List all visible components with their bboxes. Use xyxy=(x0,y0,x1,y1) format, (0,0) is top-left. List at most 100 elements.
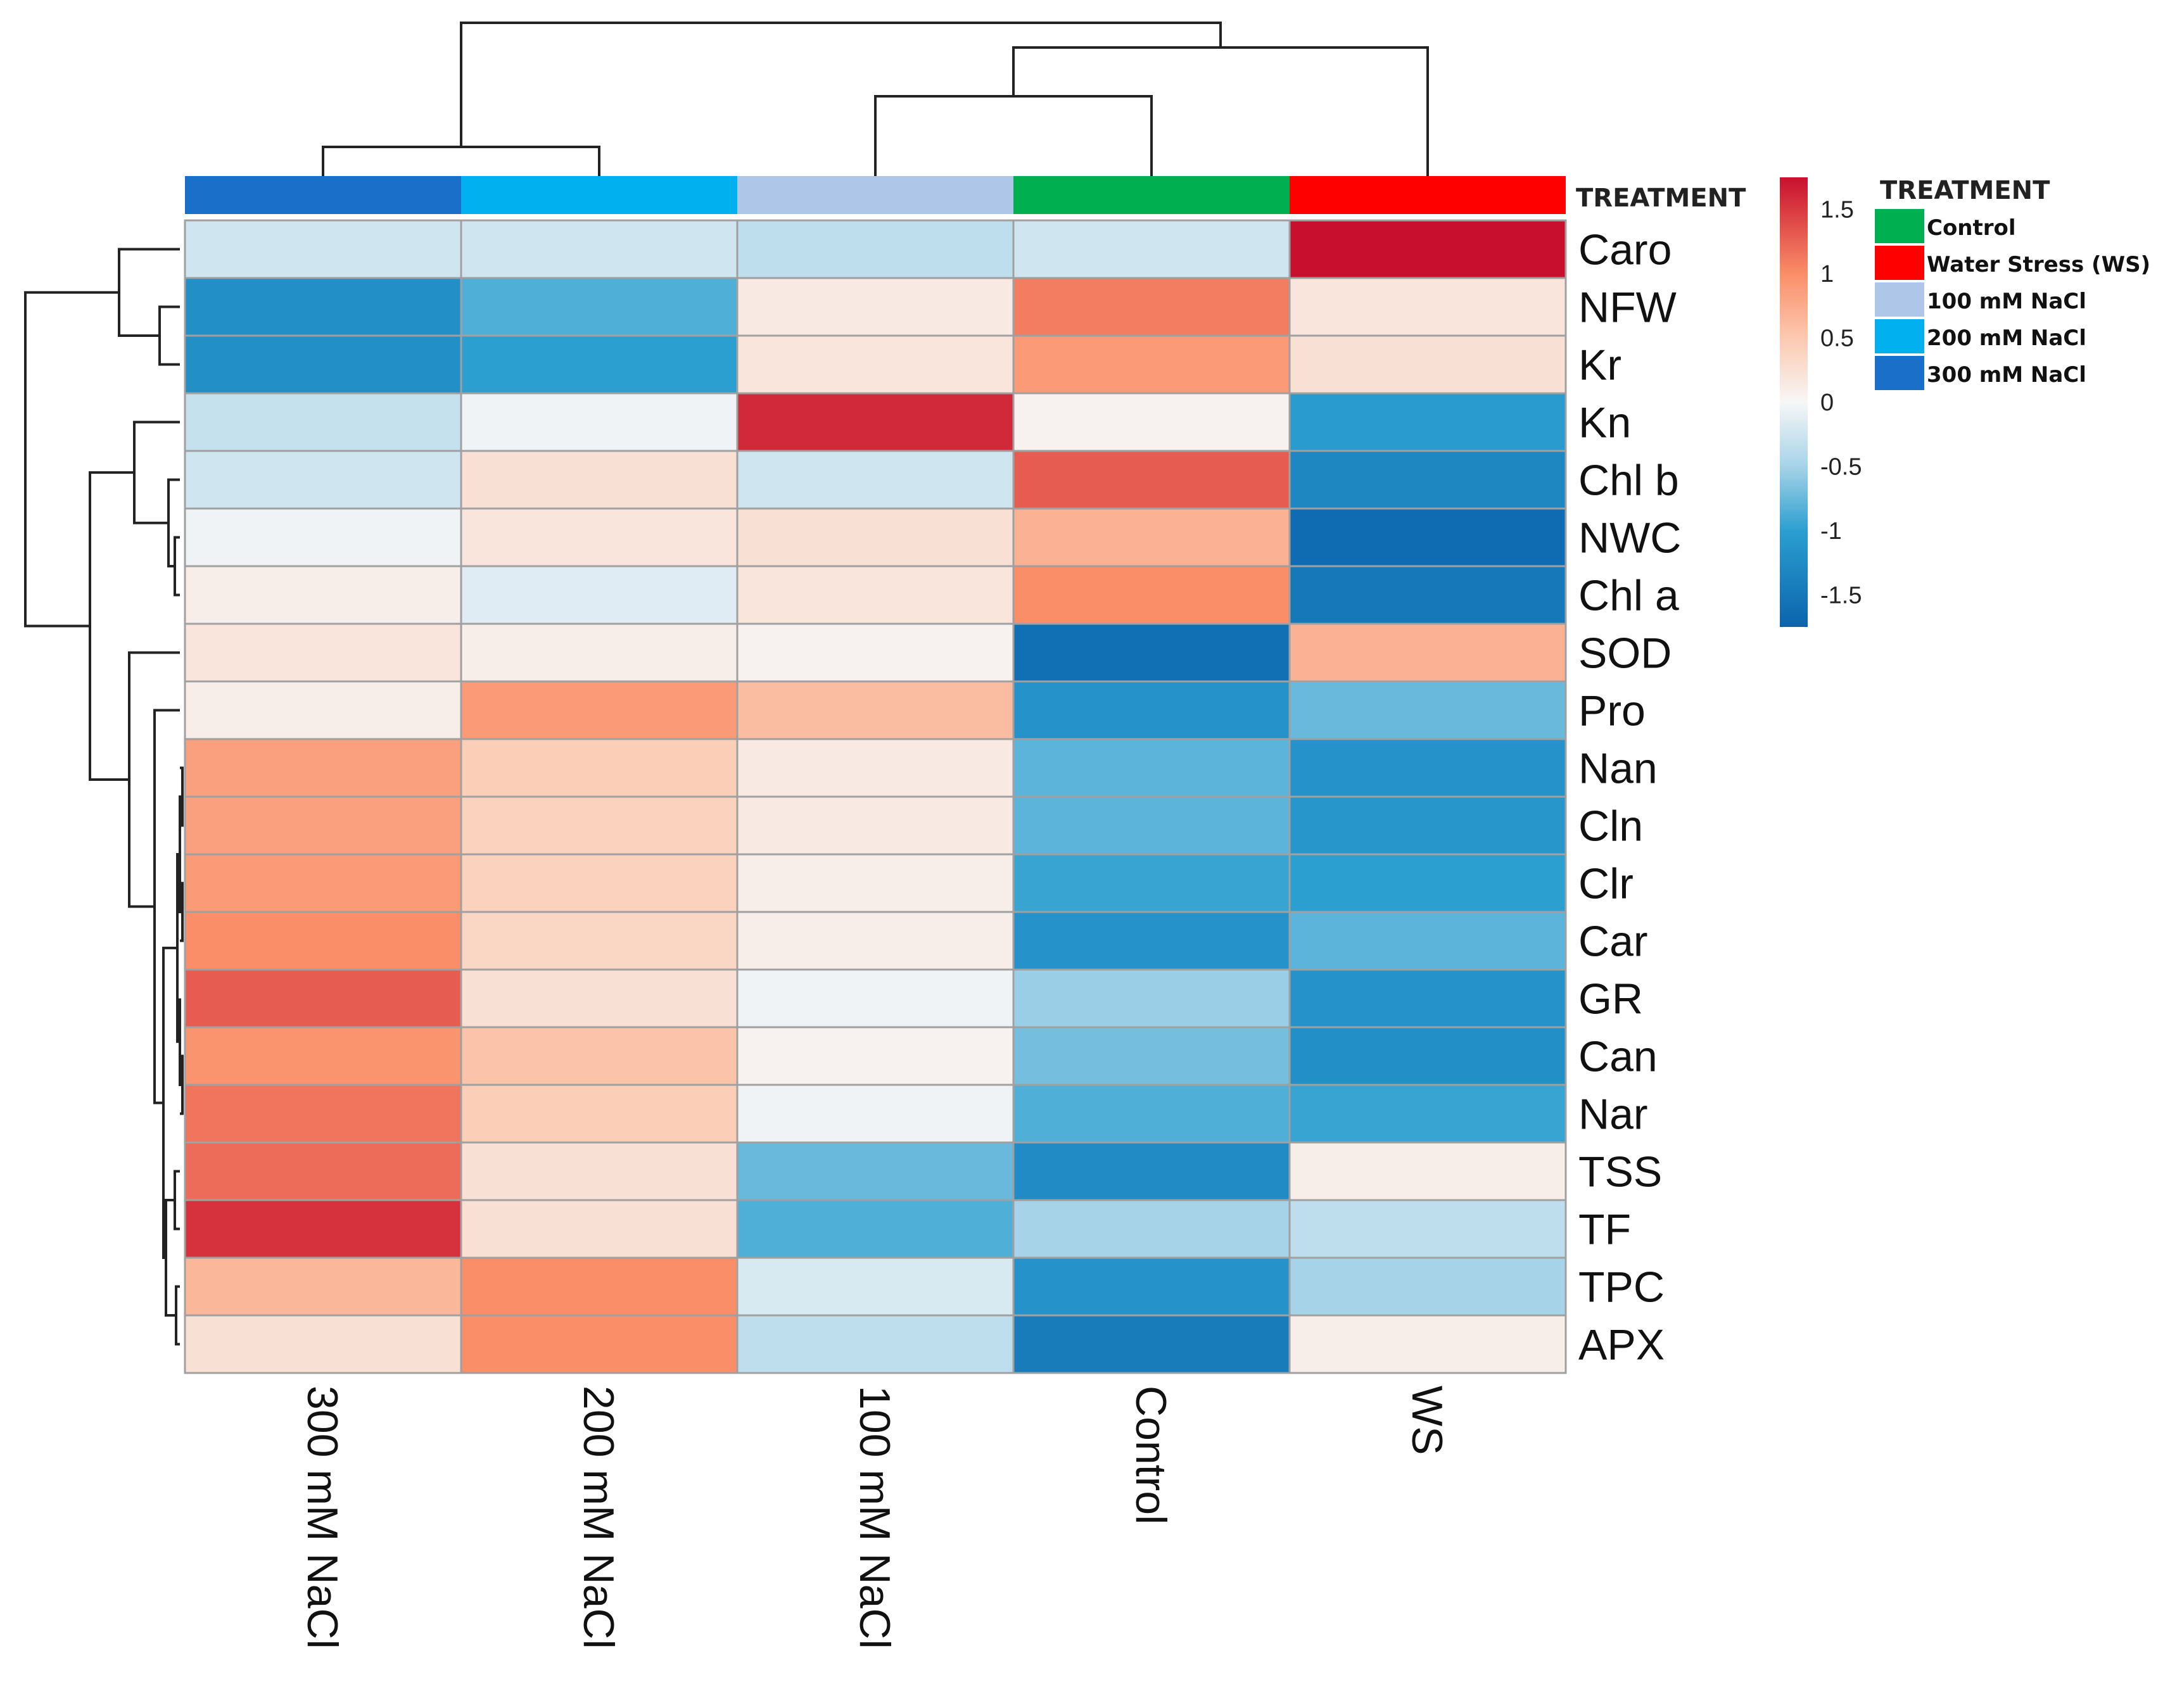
column-label: 300 mM NaCl xyxy=(298,1386,346,1649)
dendrogram-branch xyxy=(118,248,180,337)
dendrogram-branch xyxy=(175,1285,180,1346)
heatmap-cell xyxy=(184,1256,462,1317)
treatment-bar-segment xyxy=(1290,176,1566,214)
heatmap-cell xyxy=(184,565,462,625)
heatmap-cell xyxy=(1012,565,1291,625)
row-label: TF xyxy=(1578,1206,1631,1254)
heatmap-cell xyxy=(460,968,739,1028)
heatmap-cell xyxy=(1012,623,1291,683)
heatmap-cell xyxy=(184,1314,462,1374)
heatmap-cell xyxy=(460,277,739,337)
color-scale-legend: 1.5 1 0.5 0 -0.5 -1 -1.5 xyxy=(1780,177,1862,627)
heatmap-cell xyxy=(184,795,462,856)
row-label: APX xyxy=(1578,1321,1665,1369)
dendrogram-branch xyxy=(174,536,180,597)
heatmap-cell xyxy=(460,1199,739,1259)
heatmap-cell xyxy=(736,1199,1015,1259)
color-scale-bar xyxy=(1780,177,1808,627)
heatmap-cell xyxy=(184,507,462,567)
heatmap-cells xyxy=(184,219,1567,1374)
row-label: Chl b xyxy=(1578,457,1679,505)
heatmap-cell xyxy=(1288,795,1567,856)
color-scale-tick: 0 xyxy=(1820,389,1834,416)
treatment-legend: TREATMENT Control Water Stress (WS) 100 mM… xyxy=(1875,176,2150,390)
color-scale-tick: 0.5 xyxy=(1820,326,1854,352)
heatmap-cell xyxy=(1012,968,1291,1028)
heatmap-cell xyxy=(736,392,1015,452)
heatmap-cell xyxy=(1288,1256,1567,1317)
row-label: TPC xyxy=(1578,1263,1665,1312)
row-dendrogram xyxy=(24,248,184,1346)
heatmap-cell xyxy=(460,1256,739,1317)
dendrogram-branch xyxy=(322,146,600,176)
heatmap-cell xyxy=(1288,1026,1567,1086)
treatment-bar-segment xyxy=(461,176,737,214)
heatmap-cell xyxy=(736,738,1015,798)
row-label: Nar xyxy=(1578,1091,1648,1139)
heatmap-cell xyxy=(1288,334,1567,395)
heatmap-cell xyxy=(184,1026,462,1086)
heatmap-cell xyxy=(460,219,739,279)
heatmap-cell xyxy=(184,623,462,683)
heatmap-cell xyxy=(1012,277,1291,337)
heatmap-cell xyxy=(736,968,1015,1028)
heatmap-cell xyxy=(1012,1256,1291,1317)
dendrogram-branch xyxy=(1012,46,1429,176)
row-label: Can xyxy=(1578,1033,1658,1081)
row-label: GR xyxy=(1578,975,1643,1023)
heatmap-cell xyxy=(1012,1141,1291,1201)
heatmap-cell xyxy=(736,1141,1015,1201)
heatmap-cell xyxy=(1288,968,1567,1028)
heatmap-cell xyxy=(460,853,739,913)
heatmap-cell xyxy=(736,219,1015,279)
heatmap-cell xyxy=(1288,219,1567,279)
treatment-annotation-title: TREATMENT xyxy=(1576,184,1746,213)
heatmap-cell xyxy=(736,565,1015,625)
dendrogram-branch xyxy=(133,421,180,524)
row-label: Caro xyxy=(1578,226,1672,274)
dendrogram-branch xyxy=(24,291,119,628)
row-label: Pro xyxy=(1578,687,1646,735)
heatmap-cell xyxy=(1288,1084,1567,1144)
heatmap-cell xyxy=(1288,277,1567,337)
heatmap-cell xyxy=(1012,507,1291,567)
dendrogram-branch xyxy=(874,95,1153,176)
treatment-bar-segment xyxy=(185,176,461,214)
heatmap-cell xyxy=(184,277,462,337)
heatmap-cell xyxy=(736,1084,1015,1144)
treatment-bar-segment xyxy=(737,176,1013,214)
legend-label: 200 mM NaCl xyxy=(1927,326,2086,351)
row-label: Kr xyxy=(1578,341,1621,389)
dendrogram-branch xyxy=(174,1170,180,1230)
heatmap-cell xyxy=(736,450,1015,510)
heatmap-cell xyxy=(184,1199,462,1259)
row-label: NWC xyxy=(1578,514,1681,562)
heatmap-cell xyxy=(460,507,739,567)
heatmap-cell xyxy=(460,1314,739,1374)
heatmap-cell xyxy=(460,334,739,395)
heatmap-cell xyxy=(1288,507,1567,567)
heatmap-cell xyxy=(1012,680,1291,740)
heatmap-cell xyxy=(736,623,1015,683)
column-label: 200 mM NaCl xyxy=(574,1386,623,1649)
heatmap-cell xyxy=(1288,680,1567,740)
legend-label: 300 mM NaCl xyxy=(1927,362,2086,388)
heatmap-cell xyxy=(1288,1199,1567,1259)
legend-swatch xyxy=(1875,282,1924,317)
heatmap-cell xyxy=(736,277,1015,337)
heatmap-cell xyxy=(460,450,739,510)
heatmap-cell xyxy=(184,334,462,395)
heatmap-cell xyxy=(1288,392,1567,452)
color-scale-tick: -1 xyxy=(1820,518,1842,545)
legend-swatch xyxy=(1875,356,1924,390)
dendrogram-branch xyxy=(179,998,182,1086)
heatmap-cell xyxy=(1012,1084,1291,1144)
heatmap-cell xyxy=(1288,1141,1567,1201)
heatmap-cell xyxy=(184,392,462,452)
heatmap-cell xyxy=(184,911,462,971)
heatmap-cell xyxy=(1012,450,1291,510)
heatmap-cell xyxy=(1012,392,1291,452)
row-label: NFW xyxy=(1578,284,1677,332)
legend-swatch xyxy=(1875,319,1924,353)
